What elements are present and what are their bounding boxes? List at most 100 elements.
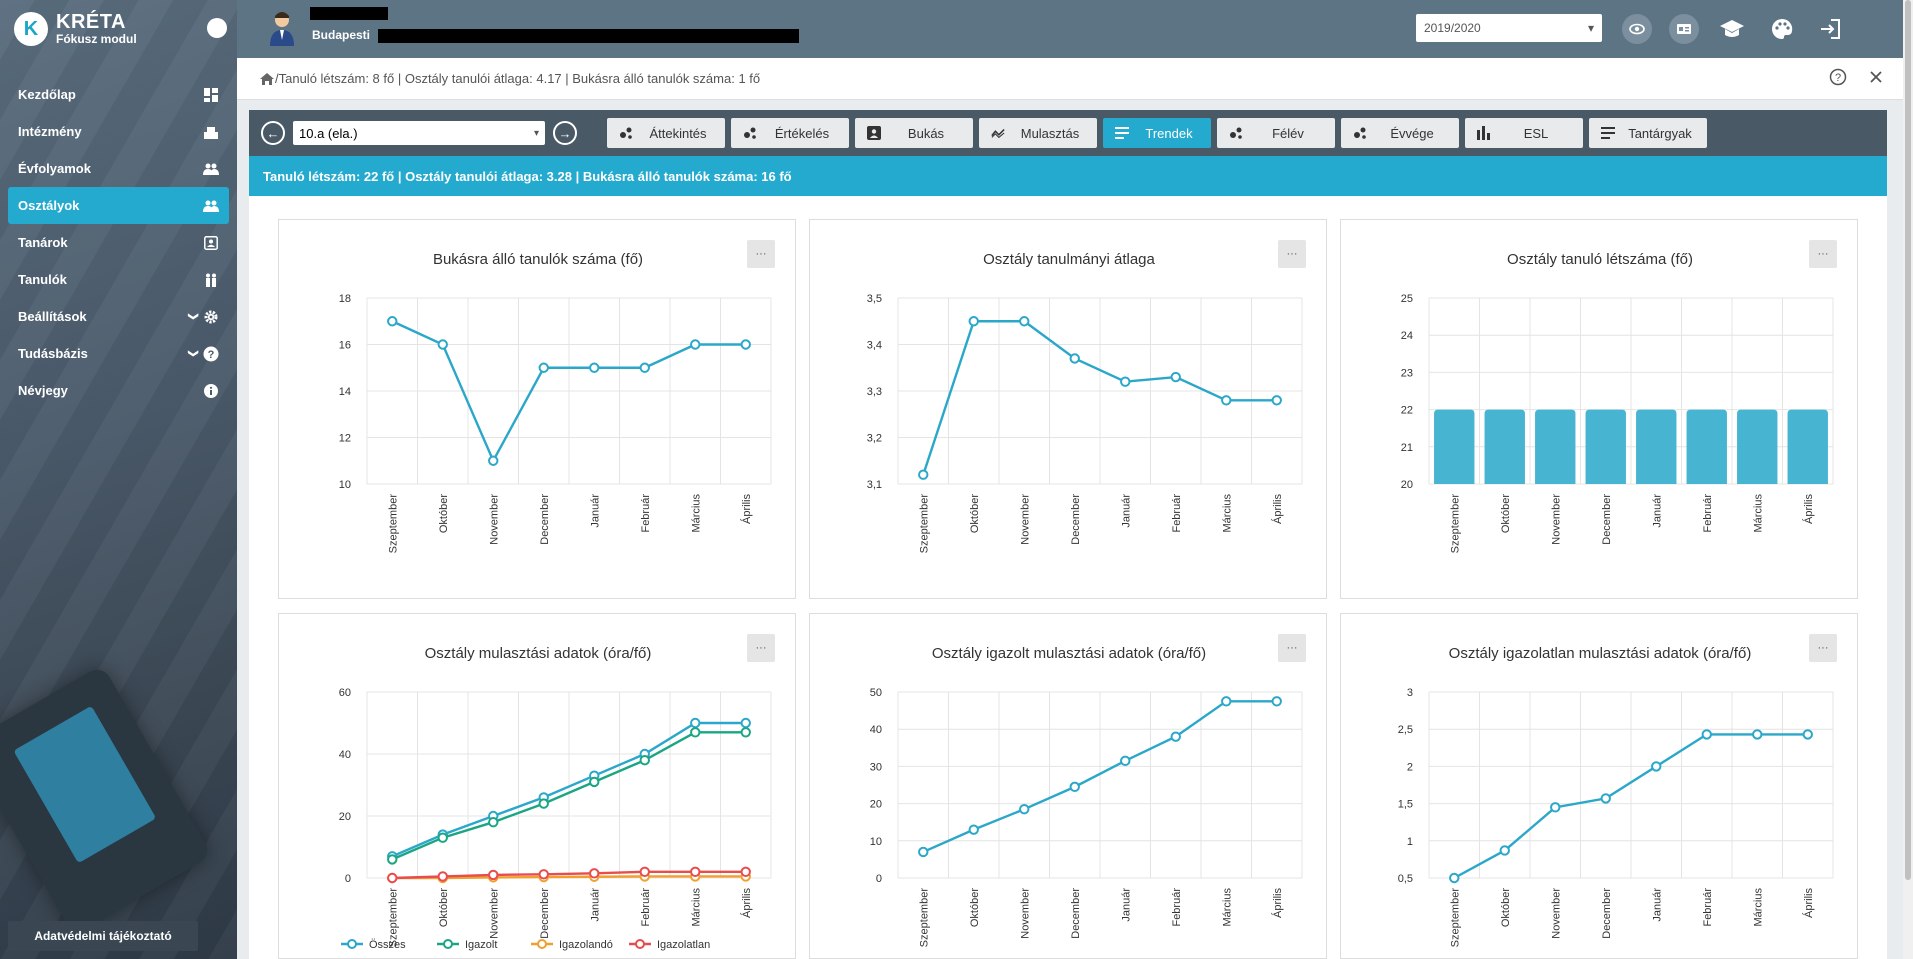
data-point[interactable]	[1600, 793, 1611, 804]
data-point[interactable]	[387, 872, 398, 884]
home-icon[interactable]	[259, 72, 275, 86]
chart-menu-button[interactable]: ···	[747, 240, 775, 268]
user-avatar-icon[interactable]	[267, 10, 297, 46]
sidebar-item-nevjegy[interactable]: Névjegy	[8, 372, 229, 409]
data-point[interactable]	[918, 846, 929, 858]
legend-item[interactable]: Összes	[341, 939, 406, 951]
data-point[interactable]	[488, 817, 499, 828]
previous-class-button[interactable]: ←	[261, 121, 285, 145]
brand[interactable]: K KRÉTA Fókusz modul	[0, 0, 237, 58]
data-point[interactable]	[690, 339, 701, 350]
data-point[interactable]	[589, 776, 600, 788]
data-point[interactable]	[690, 866, 701, 877]
help-icon[interactable]: ?	[1829, 68, 1847, 86]
tab-tantargyak[interactable]: Tantárgyak	[1589, 118, 1707, 148]
data-point[interactable]	[589, 868, 600, 879]
tab-ertekeles[interactable]: Értékelés	[731, 118, 849, 148]
bar[interactable]	[1686, 409, 1727, 484]
next-class-button[interactable]: →	[553, 121, 577, 145]
data-point[interactable]	[387, 316, 398, 327]
sidebar-item-tanulok[interactable]: Tanulók	[8, 261, 229, 298]
data-point[interactable]	[1499, 845, 1510, 856]
data-point[interactable]	[918, 469, 929, 480]
data-point[interactable]	[968, 316, 979, 327]
legend-item[interactable]: Igazolt	[437, 939, 497, 951]
tab-esl[interactable]: ESL	[1465, 118, 1583, 148]
sidebar-item-osztalyok[interactable]: Osztályok	[8, 187, 229, 224]
data-point[interactable]	[740, 339, 751, 350]
privacy-button[interactable]: Adatvédelmi tájékoztató	[8, 921, 198, 951]
data-point[interactable]	[1170, 731, 1181, 742]
sidebar-item-tanarok[interactable]: Tanárok	[8, 224, 229, 261]
bar[interactable]	[1585, 409, 1626, 484]
sidebar-item-beallitasok[interactable]: Beállítások ❯	[8, 298, 229, 335]
data-point[interactable]	[387, 854, 398, 865]
bar[interactable]	[1737, 409, 1778, 484]
data-point[interactable]	[1802, 729, 1813, 740]
data-point[interactable]	[589, 362, 600, 373]
tab-trendek[interactable]: Trendek	[1103, 118, 1211, 148]
close-icon[interactable]	[1869, 70, 1883, 84]
eye-icon[interactable]	[1622, 14, 1652, 44]
tab-mulasztas[interactable]: Mulasztás	[979, 118, 1097, 148]
page-scrollbar[interactable]	[1903, 0, 1913, 959]
tab-evvege[interactable]: Évvége	[1341, 118, 1459, 148]
data-point[interactable]	[639, 866, 650, 877]
id-card-icon[interactable]	[1669, 14, 1699, 44]
bar[interactable]	[1636, 409, 1677, 484]
chart-menu-button[interactable]: ···	[1809, 634, 1837, 662]
data-point[interactable]	[437, 339, 448, 350]
chart-menu-button[interactable]: ···	[1278, 240, 1306, 268]
data-point[interactable]	[1701, 729, 1712, 740]
data-point[interactable]	[740, 727, 751, 738]
data-point[interactable]	[538, 798, 549, 809]
sidebar-item-evfolyamok[interactable]: Évfolyamok	[8, 150, 229, 187]
sidebar-item-kezdolap[interactable]: Kezdőlap	[8, 76, 229, 113]
sidebar-item-tudasbazis[interactable]: Tudásbázis ❯?	[8, 335, 229, 372]
data-point[interactable]	[1120, 376, 1131, 387]
sidebar-item-intezmeny[interactable]: Intézmény	[8, 113, 229, 150]
tab-attekintes[interactable]: Áttekintés	[607, 118, 725, 148]
data-point[interactable]	[488, 455, 499, 466]
chart-menu-button[interactable]: ···	[747, 634, 775, 662]
data-point[interactable]	[1449, 872, 1460, 884]
sidebar-toggle-icon[interactable]	[207, 18, 227, 38]
data-point[interactable]	[1651, 761, 1662, 772]
graduation-cap-icon[interactable]	[1717, 14, 1747, 44]
data-point[interactable]	[1550, 802, 1561, 813]
data-point[interactable]	[690, 717, 701, 729]
data-point[interactable]	[1271, 696, 1282, 707]
palette-icon[interactable]	[1767, 14, 1797, 44]
bar[interactable]	[1535, 409, 1576, 484]
bar[interactable]	[1787, 409, 1828, 484]
data-point[interactable]	[639, 362, 650, 373]
bar[interactable]	[1434, 409, 1475, 484]
logout-icon[interactable]	[1815, 14, 1845, 44]
legend-item[interactable]: Igazolatlan	[629, 939, 710, 951]
legend-item[interactable]: Igazolandó	[531, 939, 613, 951]
class-select[interactable]: 10.a (ela.) ▾	[293, 121, 545, 145]
school-year-select[interactable]: 2019/2020 ▾	[1416, 14, 1602, 42]
data-point[interactable]	[1221, 395, 1232, 406]
data-point[interactable]	[488, 869, 499, 881]
data-point[interactable]	[437, 871, 448, 882]
data-point[interactable]	[1170, 371, 1181, 383]
data-point[interactable]	[1069, 781, 1080, 793]
data-point[interactable]	[538, 869, 549, 880]
data-point[interactable]	[1271, 395, 1282, 406]
data-point[interactable]	[1120, 755, 1131, 767]
data-point[interactable]	[1019, 316, 1030, 327]
data-point[interactable]	[690, 727, 701, 738]
data-point[interactable]	[538, 362, 549, 373]
data-point[interactable]	[437, 832, 448, 843]
chart-menu-button[interactable]: ···	[1278, 634, 1306, 662]
data-point[interactable]	[1019, 803, 1030, 815]
tab-felev[interactable]: Félév	[1217, 118, 1335, 148]
data-point[interactable]	[740, 717, 751, 729]
data-point[interactable]	[1221, 696, 1232, 707]
data-point[interactable]	[639, 755, 650, 766]
chart-menu-button[interactable]: ···	[1809, 240, 1837, 268]
data-point[interactable]	[740, 866, 751, 877]
data-point[interactable]	[968, 824, 979, 835]
bar[interactable]	[1484, 409, 1525, 484]
